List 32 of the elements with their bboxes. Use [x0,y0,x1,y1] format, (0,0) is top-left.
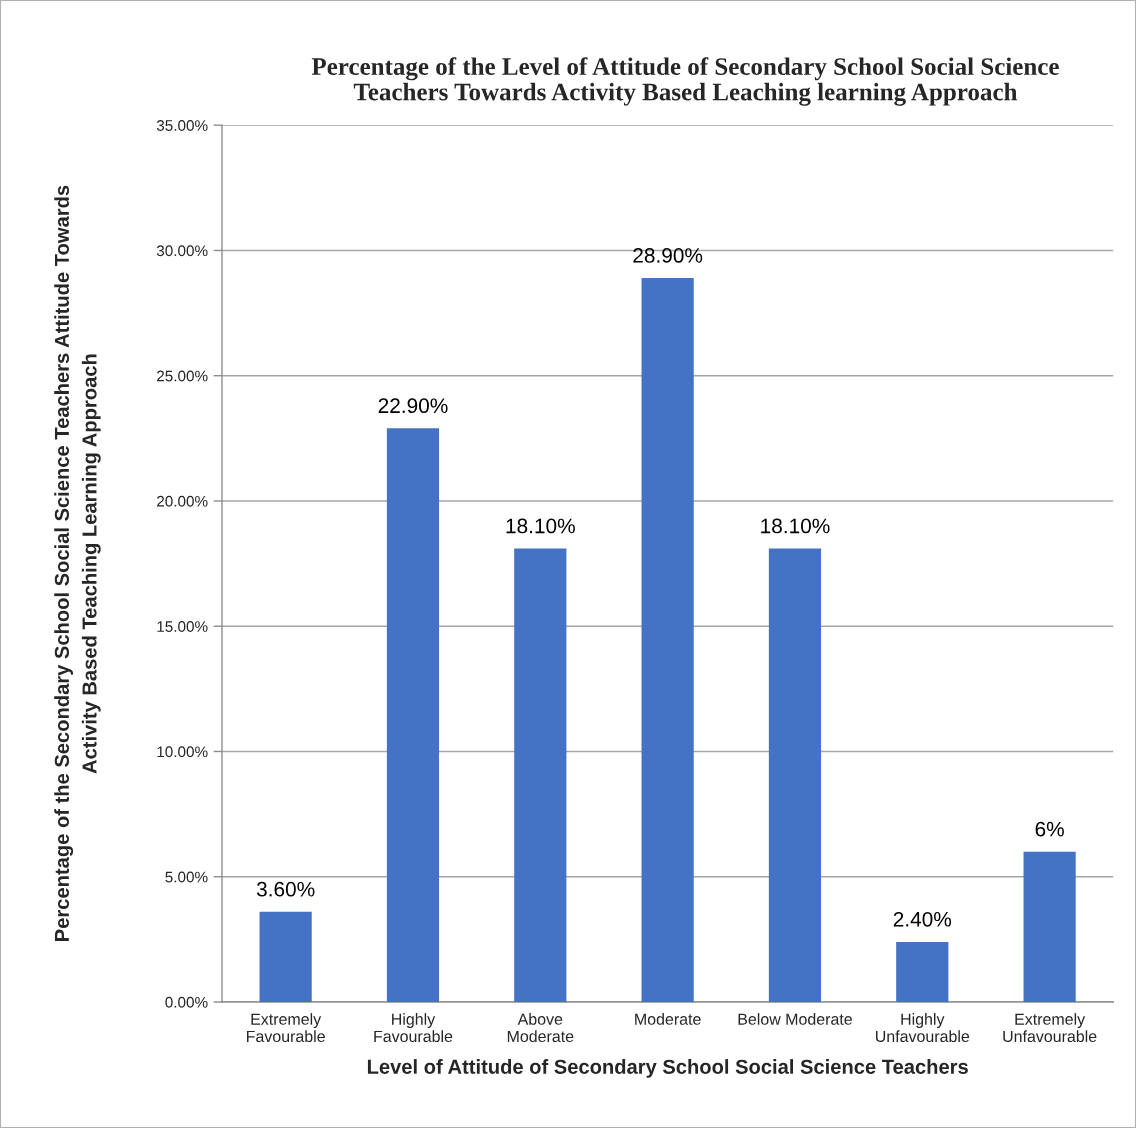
data-label: 28.90% [633,248,703,263]
bar [259,911,312,1002]
y-tick-label: 15.00% [157,621,208,632]
data-label: 18.10% [506,518,575,534]
y-tick-label: 10.00% [157,746,208,758]
x-tick-label: Highly Unfavourable [876,1013,970,1043]
bar [514,548,567,1002]
bar [896,941,949,1002]
bar [1023,851,1076,1002]
x-tick-label: Extremely Favourable [247,1013,325,1043]
y-tick-label: 25.00% [157,370,208,382]
y-tick-label: 20.00% [157,495,208,507]
x-tick-label: Below Moderate [738,1013,852,1025]
data-label: 22.90% [378,398,448,414]
chart-title: Percentage of the Level of Attitude of Secondary School Social Science Teachers Towards Activity Based Leaching learning Approach [311,57,1059,106]
data-label: 6% [1035,821,1064,837]
data-label: 18.10% [761,518,830,534]
y-tick-label: 30.00% [156,245,208,257]
y-tick-label: 5.00% [165,871,208,883]
bar [641,278,694,1002]
bar [768,548,822,1002]
x-tick-label: Extremely Unfavourable [1003,1013,1097,1043]
data-label: 3.60% [256,881,315,897]
x-tick-label: Moderate [635,1013,701,1025]
x-tick-label: Above Moderate [507,1013,574,1043]
bar [386,428,440,1002]
data-label: 2.40% [893,911,952,927]
x-tick-label: Highly Favourable [374,1013,453,1043]
y-tick-label: 0.00% [165,996,208,1008]
x-axis-title: Level of Attitude of Secondary School Social Science Teachers [367,1059,968,1078]
y-tick-label: 35.00% [156,120,208,131]
y-axis-title: Percentage of the Secondary School Social Science Teachers Attitude Towards Activity Based Teaching Learning Approach [54,185,101,941]
